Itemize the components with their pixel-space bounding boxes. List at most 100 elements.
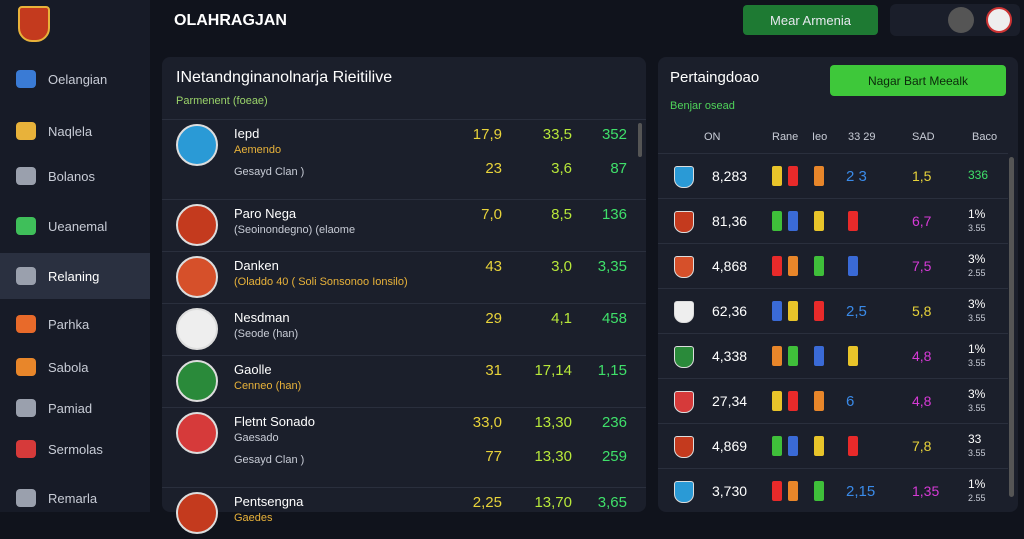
stat: 43 bbox=[485, 258, 502, 275]
nav-icon bbox=[16, 70, 36, 88]
column-header: ON bbox=[704, 131, 721, 143]
team-extra: 2 3 bbox=[846, 168, 867, 185]
filter-button[interactable]: Nagar Bart Meealk bbox=[830, 65, 1006, 96]
player-name: Iepd bbox=[234, 126, 260, 141]
player-sub: (Oladdo 40 ( Soli Sonsonoo Ionsilo) bbox=[234, 276, 408, 288]
player-name: Fletnt Sonado bbox=[234, 414, 315, 429]
stat: 17,9 bbox=[472, 126, 502, 143]
status-square bbox=[788, 211, 798, 231]
badge[interactable] bbox=[986, 7, 1012, 33]
nav-label: Sermolas bbox=[48, 441, 103, 457]
status-square bbox=[814, 301, 824, 321]
team-value: 81,36 bbox=[712, 213, 748, 229]
stat: 458 bbox=[601, 310, 627, 327]
status-square bbox=[814, 166, 824, 186]
player-row[interactable]: Iepd Aemendo Gesayd Clan ) 17,9 33,5 352 23 3,6… bbox=[162, 119, 646, 199]
stat: 77 bbox=[485, 448, 502, 465]
status-square bbox=[772, 346, 782, 366]
status-square bbox=[788, 256, 798, 276]
nav-item[interactable]: Remarla bbox=[0, 475, 150, 521]
scrollbar[interactable] bbox=[638, 123, 642, 157]
team-row[interactable]: 4,869 7,8 33 3.55 bbox=[658, 423, 1008, 468]
team-pct-sub: 3.55 bbox=[968, 448, 986, 458]
scrollbar[interactable] bbox=[1009, 157, 1014, 497]
panel-title: Pertaingdoao bbox=[670, 69, 760, 86]
team-row[interactable]: 3,730 2,15 1,35 1% 2.55 bbox=[658, 468, 1008, 513]
team-pct-sub: 3.55 bbox=[968, 223, 986, 233]
player-sub: (Seode (han) bbox=[234, 328, 299, 340]
status-square bbox=[788, 346, 798, 366]
team-row[interactable]: 4,868 7,5 3% 2.55 bbox=[658, 243, 1008, 288]
player-row[interactable]: Fletnt Sonado Gaesado Gesayd Clan ) 33,0 13,… bbox=[162, 407, 646, 487]
player-logo bbox=[176, 492, 218, 534]
nav-label: Parhka bbox=[48, 316, 90, 332]
player-note: Gesayd Clan ) bbox=[234, 166, 305, 178]
nav-item[interactable]: Relaning bbox=[0, 253, 150, 299]
team-pct-sub: 3.55 bbox=[968, 313, 986, 323]
team-score: 5,8 bbox=[912, 303, 932, 319]
panel-subtitle: Parmenent (foeae) bbox=[176, 95, 268, 107]
player-row[interactable]: Gaolle Cenneo (han) 31 17,14 1,15 bbox=[162, 355, 646, 407]
nav-item[interactable]: Oelangian bbox=[0, 56, 150, 102]
stat: 33,5 bbox=[542, 126, 572, 143]
team-logo bbox=[674, 391, 694, 413]
nav-item[interactable]: Pamiad bbox=[0, 385, 150, 431]
nav-label: Relaning bbox=[48, 268, 100, 284]
column-header: Rane bbox=[772, 131, 799, 143]
stat: 3,35 bbox=[597, 258, 627, 275]
status-square bbox=[848, 346, 858, 366]
stat: 29 bbox=[485, 310, 502, 327]
nav-label: Ueanemal bbox=[48, 218, 108, 234]
team-row[interactable]: 27,34 6 4,8 3% 3.55 bbox=[658, 378, 1008, 423]
column-header: SAD bbox=[912, 131, 935, 143]
stat: 236 bbox=[601, 414, 627, 431]
player-logo bbox=[176, 308, 218, 350]
stat: 23 bbox=[485, 160, 502, 177]
stat: 33,0 bbox=[472, 414, 502, 431]
user-area[interactable] bbox=[890, 4, 1020, 36]
team-value: 4,869 bbox=[712, 438, 748, 454]
player-row[interactable]: Paro Nega (Seoinondegno) (elaome 7,0 8,5 136 bbox=[162, 199, 646, 251]
status-square bbox=[788, 301, 798, 321]
nav-item[interactable]: Sermolas bbox=[0, 426, 150, 472]
team-pct: 33 bbox=[968, 432, 982, 446]
nav-item[interactable]: Bolanos bbox=[0, 153, 150, 199]
team-row[interactable]: 8,283 2 3 1,5 336 bbox=[658, 153, 1008, 198]
status-square bbox=[772, 481, 782, 501]
team-row[interactable]: 81,36 6,7 1% 3.55 bbox=[658, 198, 1008, 243]
team-value: 4,338 bbox=[712, 348, 748, 364]
team-row[interactable]: 4,338 4,8 1% 3.55 bbox=[658, 333, 1008, 378]
nav-item[interactable]: Ueanemal bbox=[0, 203, 150, 249]
team-value: 8,283 bbox=[712, 168, 748, 184]
nav-icon bbox=[16, 399, 36, 417]
player-logo bbox=[176, 124, 218, 166]
team-pct-sub: 3.55 bbox=[968, 358, 986, 368]
player-row[interactable]: Danken (Oladdo 40 ( Soli Sonsonoo Ionsilo… bbox=[162, 251, 646, 303]
stat: 3,0 bbox=[551, 258, 572, 275]
team-row[interactable]: 62,36 2,5 5,8 3% 3.55 bbox=[658, 288, 1008, 333]
team-extra: 2,5 bbox=[846, 303, 867, 320]
team-value: 3,730 bbox=[712, 483, 748, 499]
player-note: Gesayd Clan ) bbox=[234, 454, 305, 466]
team-pct: 3% bbox=[968, 252, 986, 266]
team-extra: 2,15 bbox=[846, 483, 876, 500]
top-button[interactable]: Mear Armenia bbox=[743, 5, 878, 35]
avatar[interactable] bbox=[948, 7, 974, 33]
stat: 2,25 bbox=[472, 494, 502, 511]
player-row[interactable]: Pentsengna Gaedes 2,25 13,70 3,65 bbox=[162, 487, 646, 539]
player-row[interactable]: Nesdman (Seode (han) 29 4,1 458 bbox=[162, 303, 646, 355]
team-logo bbox=[674, 436, 694, 458]
panel-title: INetandnginanolnarja Rieitilive bbox=[176, 69, 393, 86]
status-square bbox=[772, 301, 782, 321]
status-square bbox=[848, 211, 858, 231]
status-square bbox=[814, 436, 824, 456]
team-pct: 3% bbox=[968, 387, 986, 401]
nav-item[interactable]: Parhka bbox=[0, 301, 150, 347]
status-square bbox=[788, 166, 798, 186]
stat: 136 bbox=[601, 206, 627, 223]
nav-item[interactable]: Sabola bbox=[0, 344, 150, 390]
player-logo bbox=[176, 412, 218, 454]
team-logo bbox=[674, 256, 694, 278]
nav-item[interactable]: Naqlela bbox=[0, 108, 150, 154]
